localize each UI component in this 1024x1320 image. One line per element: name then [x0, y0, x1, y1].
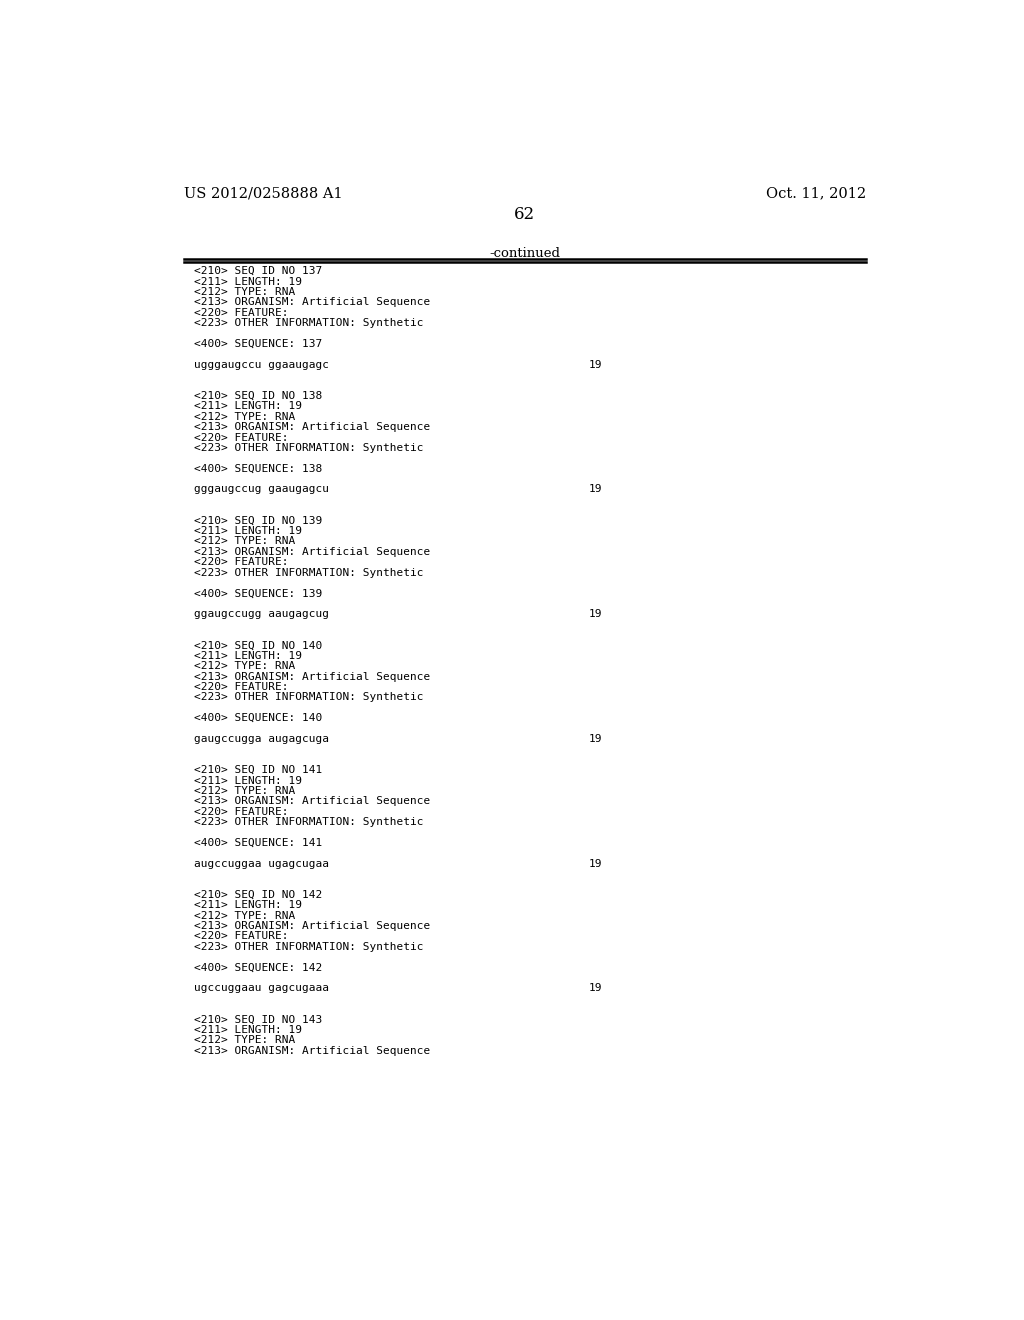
- Text: <211> LENGTH: 19: <211> LENGTH: 19: [194, 527, 302, 536]
- Text: <213> ORGANISM: Artificial Sequence: <213> ORGANISM: Artificial Sequence: [194, 297, 430, 308]
- Text: 19: 19: [589, 484, 603, 495]
- Text: 19: 19: [589, 360, 603, 370]
- Text: ugccuggaau gagcugaaa: ugccuggaau gagcugaaa: [194, 983, 329, 994]
- Text: <213> ORGANISM: Artificial Sequence: <213> ORGANISM: Artificial Sequence: [194, 546, 430, 557]
- Text: Oct. 11, 2012: Oct. 11, 2012: [766, 186, 866, 201]
- Text: gaugccugga augagcuga: gaugccugga augagcuga: [194, 734, 329, 744]
- Text: <212> TYPE: RNA: <212> TYPE: RNA: [194, 286, 295, 297]
- Text: <210> SEQ ID NO 139: <210> SEQ ID NO 139: [194, 516, 323, 525]
- Text: 19: 19: [589, 734, 603, 744]
- Text: 19: 19: [589, 610, 603, 619]
- Text: <210> SEQ ID NO 143: <210> SEQ ID NO 143: [194, 1015, 323, 1024]
- Text: <400> SEQUENCE: 142: <400> SEQUENCE: 142: [194, 962, 323, 973]
- Text: <213> ORGANISM: Artificial Sequence: <213> ORGANISM: Artificial Sequence: [194, 1045, 430, 1056]
- Text: <223> OTHER INFORMATION: Synthetic: <223> OTHER INFORMATION: Synthetic: [194, 318, 423, 329]
- Text: ugggaugccu ggaaugagc: ugggaugccu ggaaugagc: [194, 360, 329, 370]
- Text: <400> SEQUENCE: 139: <400> SEQUENCE: 139: [194, 589, 323, 598]
- Text: <211> LENGTH: 19: <211> LENGTH: 19: [194, 401, 302, 412]
- Text: <223> OTHER INFORMATION: Synthetic: <223> OTHER INFORMATION: Synthetic: [194, 942, 423, 952]
- Text: <210> SEQ ID NO 138: <210> SEQ ID NO 138: [194, 391, 323, 401]
- Text: <220> FEATURE:: <220> FEATURE:: [194, 433, 289, 442]
- Text: 19: 19: [589, 859, 603, 869]
- Text: US 2012/0258888 A1: US 2012/0258888 A1: [183, 186, 342, 201]
- Text: <400> SEQUENCE: 141: <400> SEQUENCE: 141: [194, 838, 323, 847]
- Text: <213> ORGANISM: Artificial Sequence: <213> ORGANISM: Artificial Sequence: [194, 672, 430, 681]
- Text: augccuggaa ugagcugaa: augccuggaa ugagcugaa: [194, 859, 329, 869]
- Text: <220> FEATURE:: <220> FEATURE:: [194, 308, 289, 318]
- Text: <213> ORGANISM: Artificial Sequence: <213> ORGANISM: Artificial Sequence: [194, 422, 430, 432]
- Text: gggaugccug gaaugagcu: gggaugccug gaaugagcu: [194, 484, 329, 495]
- Text: <220> FEATURE:: <220> FEATURE:: [194, 807, 289, 817]
- Text: 62: 62: [514, 206, 536, 223]
- Text: <210> SEQ ID NO 140: <210> SEQ ID NO 140: [194, 640, 323, 651]
- Text: <223> OTHER INFORMATION: Synthetic: <223> OTHER INFORMATION: Synthetic: [194, 444, 423, 453]
- Text: <223> OTHER INFORMATION: Synthetic: <223> OTHER INFORMATION: Synthetic: [194, 817, 423, 828]
- Text: <211> LENGTH: 19: <211> LENGTH: 19: [194, 776, 302, 785]
- Text: <220> FEATURE:: <220> FEATURE:: [194, 557, 289, 568]
- Text: <400> SEQUENCE: 140: <400> SEQUENCE: 140: [194, 713, 323, 723]
- Text: <212> TYPE: RNA: <212> TYPE: RNA: [194, 536, 295, 546]
- Text: <210> SEQ ID NO 142: <210> SEQ ID NO 142: [194, 890, 323, 900]
- Text: <220> FEATURE:: <220> FEATURE:: [194, 932, 289, 941]
- Text: -continued: -continued: [489, 247, 560, 260]
- Text: <210> SEQ ID NO 137: <210> SEQ ID NO 137: [194, 267, 323, 276]
- Text: <211> LENGTH: 19: <211> LENGTH: 19: [194, 900, 302, 911]
- Text: <400> SEQUENCE: 138: <400> SEQUENCE: 138: [194, 463, 323, 474]
- Text: <211> LENGTH: 19: <211> LENGTH: 19: [194, 277, 302, 286]
- Text: <212> TYPE: RNA: <212> TYPE: RNA: [194, 661, 295, 671]
- Text: <400> SEQUENCE: 137: <400> SEQUENCE: 137: [194, 339, 323, 348]
- Text: <211> LENGTH: 19: <211> LENGTH: 19: [194, 1026, 302, 1035]
- Text: <211> LENGTH: 19: <211> LENGTH: 19: [194, 651, 302, 661]
- Text: <220> FEATURE:: <220> FEATURE:: [194, 682, 289, 692]
- Text: <212> TYPE: RNA: <212> TYPE: RNA: [194, 785, 295, 796]
- Text: <212> TYPE: RNA: <212> TYPE: RNA: [194, 1035, 295, 1045]
- Text: <212> TYPE: RNA: <212> TYPE: RNA: [194, 412, 295, 421]
- Text: <212> TYPE: RNA: <212> TYPE: RNA: [194, 911, 295, 920]
- Text: 19: 19: [589, 983, 603, 994]
- Text: <223> OTHER INFORMATION: Synthetic: <223> OTHER INFORMATION: Synthetic: [194, 693, 423, 702]
- Text: <223> OTHER INFORMATION: Synthetic: <223> OTHER INFORMATION: Synthetic: [194, 568, 423, 578]
- Text: ggaugccugg aaugagcug: ggaugccugg aaugagcug: [194, 610, 329, 619]
- Text: <213> ORGANISM: Artificial Sequence: <213> ORGANISM: Artificial Sequence: [194, 921, 430, 931]
- Text: <213> ORGANISM: Artificial Sequence: <213> ORGANISM: Artificial Sequence: [194, 796, 430, 807]
- Text: <210> SEQ ID NO 141: <210> SEQ ID NO 141: [194, 766, 323, 775]
